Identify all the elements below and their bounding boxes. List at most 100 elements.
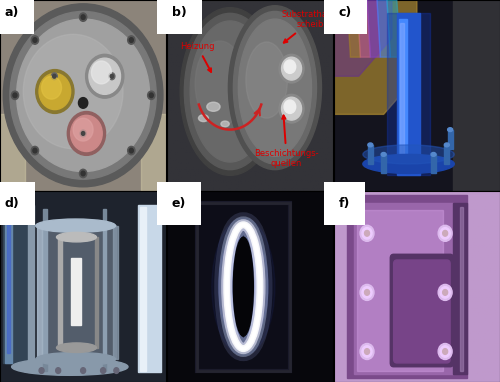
Circle shape: [284, 60, 296, 73]
Bar: [398, 19, 407, 172]
Ellipse shape: [363, 145, 454, 164]
Text: Substrathalter-
scheibe: Substrathalter- scheibe: [282, 10, 344, 43]
Circle shape: [33, 38, 37, 42]
Bar: [36, 226, 42, 359]
Ellipse shape: [234, 237, 254, 336]
Circle shape: [36, 70, 74, 113]
Circle shape: [10, 11, 156, 179]
Ellipse shape: [230, 245, 256, 329]
Bar: [94, 237, 98, 348]
Ellipse shape: [12, 358, 128, 376]
Circle shape: [81, 171, 85, 176]
Circle shape: [284, 100, 296, 113]
Circle shape: [86, 54, 124, 98]
Bar: [140, 207, 146, 371]
Ellipse shape: [56, 343, 96, 353]
Ellipse shape: [184, 13, 276, 170]
Circle shape: [73, 118, 93, 141]
Bar: [381, 154, 386, 173]
Bar: [368, 145, 373, 164]
Ellipse shape: [221, 121, 229, 127]
Circle shape: [442, 349, 448, 354]
Circle shape: [33, 148, 37, 153]
Bar: [454, 203, 467, 374]
Circle shape: [110, 74, 114, 78]
Ellipse shape: [56, 232, 96, 242]
Circle shape: [362, 228, 372, 239]
Ellipse shape: [36, 353, 116, 366]
Circle shape: [32, 146, 38, 155]
Circle shape: [148, 91, 155, 99]
Bar: [431, 154, 436, 173]
Ellipse shape: [363, 154, 454, 173]
Bar: [72, 258, 82, 325]
Circle shape: [70, 115, 102, 152]
Polygon shape: [367, 0, 380, 57]
Bar: [197, 203, 290, 371]
Bar: [4, 214, 26, 363]
Bar: [400, 23, 404, 168]
Bar: [347, 195, 467, 378]
Bar: [444, 145, 450, 164]
Circle shape: [39, 368, 44, 374]
Circle shape: [92, 61, 112, 84]
Circle shape: [438, 285, 452, 300]
Circle shape: [150, 93, 154, 97]
Bar: [197, 203, 290, 371]
Circle shape: [68, 112, 106, 155]
Circle shape: [438, 343, 452, 359]
Circle shape: [114, 368, 119, 374]
Circle shape: [438, 225, 452, 241]
Ellipse shape: [238, 19, 312, 156]
Bar: [454, 0, 500, 191]
Ellipse shape: [218, 230, 268, 344]
Ellipse shape: [190, 21, 270, 162]
Circle shape: [279, 94, 304, 123]
Circle shape: [364, 349, 370, 354]
Ellipse shape: [381, 152, 386, 156]
Ellipse shape: [246, 42, 288, 118]
Ellipse shape: [444, 143, 450, 147]
Circle shape: [52, 74, 56, 78]
Circle shape: [360, 225, 374, 241]
Circle shape: [24, 34, 123, 149]
Circle shape: [362, 346, 372, 357]
Ellipse shape: [36, 219, 116, 232]
Text: Heizung: Heizung: [180, 42, 214, 72]
Circle shape: [81, 15, 85, 19]
Circle shape: [42, 76, 62, 99]
Circle shape: [362, 286, 372, 298]
Circle shape: [364, 290, 370, 295]
Bar: [103, 209, 106, 371]
FancyBboxPatch shape: [390, 254, 454, 367]
Ellipse shape: [448, 128, 452, 131]
Bar: [58, 237, 61, 348]
Text: d): d): [5, 197, 20, 210]
Circle shape: [80, 368, 86, 374]
Circle shape: [442, 290, 448, 295]
Circle shape: [109, 73, 115, 80]
Circle shape: [82, 131, 85, 135]
Circle shape: [440, 346, 450, 357]
Bar: [43, 209, 46, 371]
Circle shape: [128, 36, 135, 44]
Bar: [197, 203, 290, 371]
Bar: [460, 207, 464, 371]
Ellipse shape: [368, 143, 373, 147]
Polygon shape: [334, 0, 392, 76]
Text: a): a): [5, 6, 20, 19]
Circle shape: [80, 130, 86, 137]
Circle shape: [13, 93, 17, 97]
Circle shape: [364, 230, 370, 236]
Text: Beschichtungs-
quellen: Beschichtungs- quellen: [254, 115, 319, 168]
Circle shape: [100, 368, 105, 374]
Polygon shape: [387, 0, 400, 57]
Circle shape: [78, 97, 88, 108]
Circle shape: [12, 91, 18, 99]
Circle shape: [32, 36, 38, 44]
Ellipse shape: [180, 8, 280, 175]
Circle shape: [89, 58, 120, 94]
Ellipse shape: [198, 115, 208, 121]
Circle shape: [130, 38, 134, 42]
Circle shape: [440, 228, 450, 239]
